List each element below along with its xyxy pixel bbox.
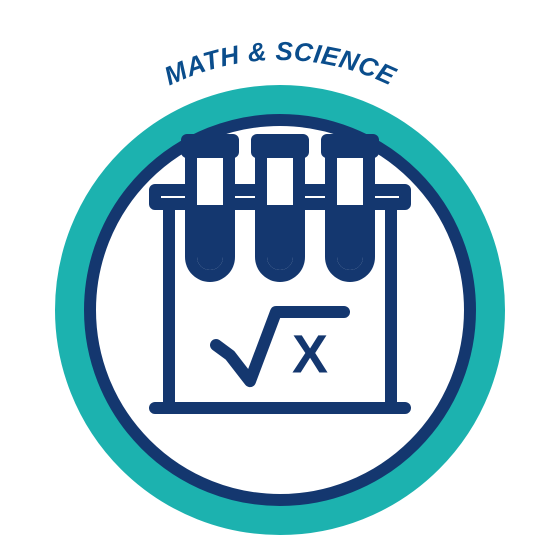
tube-fill [267, 205, 293, 270]
test-tube [325, 152, 375, 282]
test-tube [255, 152, 305, 282]
test-tube [185, 152, 235, 282]
tube-cap [181, 134, 239, 158]
svg-text:MATH & SCIENCE: MATH & SCIENCE [160, 36, 401, 91]
rack-base [149, 402, 411, 414]
tube-cap [321, 134, 379, 158]
tube-cap [251, 134, 309, 158]
tube-fill [197, 205, 223, 270]
svg-text:X: X [292, 325, 328, 385]
tube-fill [337, 205, 363, 270]
math-science-icon: X [149, 134, 411, 414]
badge-stage: MATH & SCIENCE X [0, 0, 560, 560]
test-tube-rack: X [149, 134, 411, 414]
sqrt-x-formula: X [210, 302, 350, 388]
